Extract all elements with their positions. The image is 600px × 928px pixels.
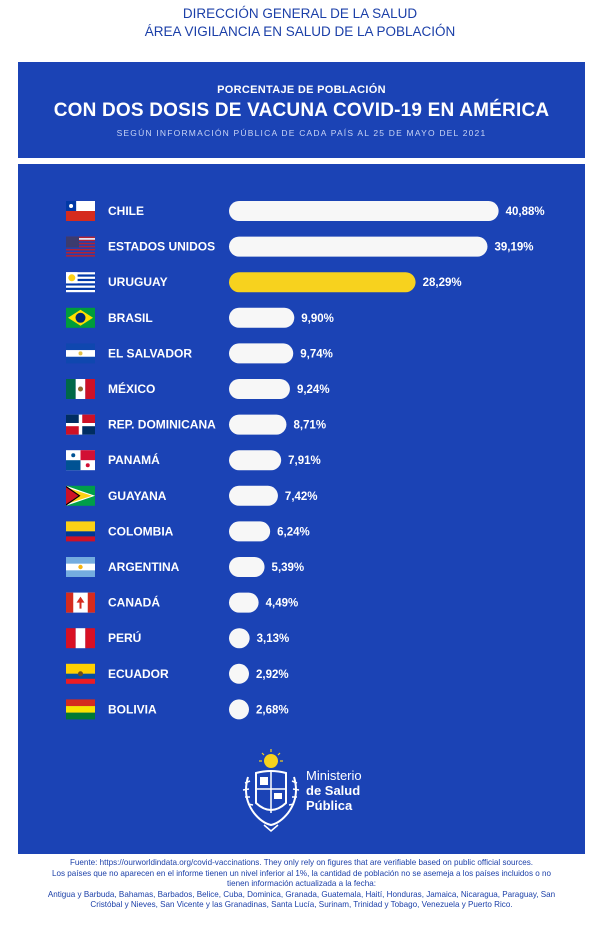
category-label: PERÚ xyxy=(108,630,141,645)
mexico-flag xyxy=(66,379,95,399)
category-label: ESTADOS UNIDOS xyxy=(108,240,215,254)
footer-countries-line-2: Cristóbal y Nieves, San Vicente y las Gr… xyxy=(90,900,513,910)
data-label: 7,91% xyxy=(288,455,321,467)
chart-row: CHILE 40,88% xyxy=(66,201,545,221)
data-label: 2,68% xyxy=(256,704,289,716)
data-label: 9,90% xyxy=(301,313,334,325)
category-label: URUGUAY xyxy=(108,275,168,289)
panel-divider xyxy=(18,158,585,164)
data-label: 9,74% xyxy=(300,348,333,360)
data-label: 8,71% xyxy=(293,420,326,432)
ministry-name-line-3: Pública xyxy=(306,798,353,813)
category-label: BRASIL xyxy=(108,311,153,325)
header-line-1: DIRECCIÓN GENERAL DE LA SALUD xyxy=(182,6,418,21)
page-header: DIRECCIÓN GENERAL DE LA SALUD ÁREA VIGIL… xyxy=(0,0,600,60)
title-panel: PORCENTAJE DE POBLACIÓN CON DOS DOSIS DE… xyxy=(18,62,585,158)
el-salvador-flag xyxy=(66,343,95,364)
category-label: PANAMÁ xyxy=(108,452,160,467)
chart-row: REP. DOMINICANA 8,71% xyxy=(66,414,326,435)
chart-row: BRASIL 9,90% xyxy=(66,307,334,328)
chart-row: ARGENTINA 5,39% xyxy=(66,557,304,577)
bar xyxy=(229,450,282,471)
canada-flag xyxy=(66,592,95,613)
chile-flag xyxy=(66,201,95,221)
category-label: ARGENTINA xyxy=(108,560,180,574)
chart-row: CANADÁ 4,49% xyxy=(66,592,299,613)
data-label: 7,42% xyxy=(285,491,318,503)
chart-row: MÉXICO 9,24% xyxy=(66,379,330,399)
data-label: 4,49% xyxy=(266,598,299,610)
dominican-republic-flag xyxy=(66,414,95,435)
brazil-flag xyxy=(66,307,95,328)
bar xyxy=(229,663,249,684)
chart-row: ESTADOS UNIDOS 39,19% xyxy=(66,236,533,257)
footer-notes: Fuente: https://ourworldindata.org/covid… xyxy=(18,854,585,928)
category-label: ECUADOR xyxy=(108,667,169,681)
chart-row: GUAYANA 7,42% xyxy=(66,485,318,506)
header-line-2: ÁREA VIGILANCIA EN SALUD DE LA POBLACIÓN xyxy=(144,24,456,39)
bar xyxy=(229,557,265,577)
category-label: EL SALVADOR xyxy=(108,346,192,360)
data-label: 3,13% xyxy=(257,633,290,645)
footer-countries-line-1: Antigua y Barbuda, Bahamas, Barbados, Be… xyxy=(47,889,556,899)
colombia-flag xyxy=(66,521,95,542)
ministry-name: Ministerio de Salud Pública xyxy=(306,768,362,813)
data-label: 5,39% xyxy=(272,562,305,574)
peru-flag xyxy=(66,628,95,649)
bar xyxy=(229,307,295,328)
category-label: GUAYANA xyxy=(108,489,167,503)
category-label: COLOMBIA xyxy=(108,524,174,538)
bar xyxy=(229,628,250,649)
data-label: 40,88% xyxy=(506,206,545,218)
bar xyxy=(229,236,488,257)
footer-source: Fuente: https://ourworldindata.org/covid… xyxy=(69,858,534,867)
argentina-flag xyxy=(66,557,95,577)
data-label: 39,19% xyxy=(494,242,533,254)
bar xyxy=(229,272,416,293)
category-label: BOLIVIA xyxy=(108,702,157,716)
bar xyxy=(229,414,287,435)
data-label: 9,24% xyxy=(297,384,330,396)
chart-row: PANAMÁ 7,91% xyxy=(66,450,321,471)
chart-row: COLOMBIA 6,24% xyxy=(66,521,310,542)
bar xyxy=(229,485,278,506)
ministry-name-line-2: de Salud xyxy=(306,783,361,798)
ecuador-flag xyxy=(66,663,95,684)
footer-note-line-1: Los países que no aparecen en el informe… xyxy=(52,868,551,878)
category-label: REP. DOMINICANA xyxy=(108,418,216,432)
uruguay-flag xyxy=(66,272,95,293)
chart-title: CON DOS DOSIS DE VACUNA COVID-19 EN AMÉR… xyxy=(53,100,550,121)
chart-supertitle: PORCENTAJE DE POBLACIÓN xyxy=(217,84,386,96)
bolivia-flag xyxy=(66,699,95,720)
ministry-name-line-1: Ministerio xyxy=(306,768,362,783)
bar xyxy=(229,699,249,720)
chart-row: URUGUAY 28,29% xyxy=(66,272,462,293)
guyana-flag xyxy=(66,485,95,506)
chart-row: EL SALVADOR 9,74% xyxy=(66,343,333,364)
bar xyxy=(229,521,271,542)
category-label: CHILE xyxy=(108,204,144,218)
category-label: MÉXICO xyxy=(108,381,155,396)
panama-flag xyxy=(66,450,95,471)
bar xyxy=(229,343,294,364)
data-label: 6,24% xyxy=(277,526,310,538)
category-label: CANADÁ xyxy=(108,595,160,610)
bar-chart: CHILE 40,88% ESTADOS UNIDOS 39,19% URUGUAY 28… xyxy=(66,201,545,720)
bar xyxy=(229,201,499,221)
chart-row: ECUADOR 2,92% xyxy=(66,663,289,684)
usa-flag xyxy=(66,236,95,257)
chart-row: PERÚ 3,13% xyxy=(66,628,290,649)
bar xyxy=(229,592,259,613)
chart-row: BOLIVIA 2,68% xyxy=(66,699,289,720)
data-label: 28,29% xyxy=(423,277,462,289)
bar xyxy=(229,379,290,399)
ministry-coat-of-arms-logo xyxy=(242,749,300,832)
data-label: 2,92% xyxy=(256,669,289,681)
footer-note-line-2: tienen información actualizada a la fech… xyxy=(227,879,376,889)
chart-subtitle: SEGÚN INFORMACIÓN PÚBLICA DE CADA PAÍS A… xyxy=(116,128,487,138)
chart-panel: CHILE 40,88% ESTADOS UNIDOS 39,19% URUGUAY 28… xyxy=(18,164,585,854)
